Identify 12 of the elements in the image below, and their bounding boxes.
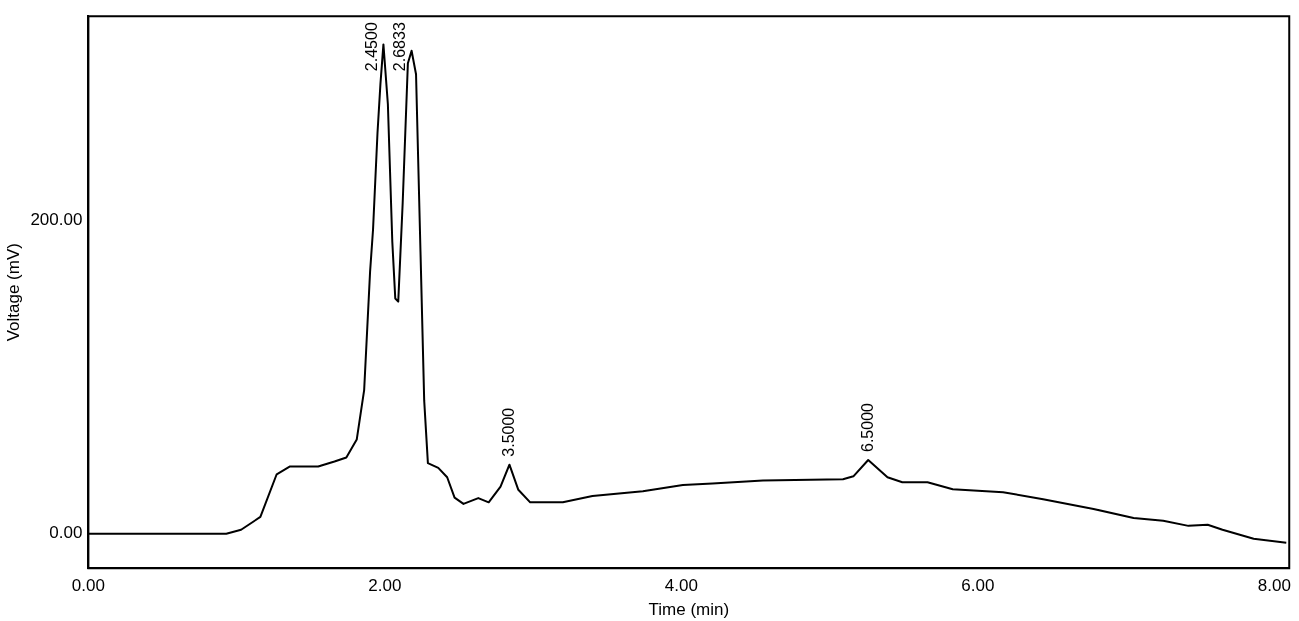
y-axis-title: Voltage (mV): [3, 243, 23, 342]
annotation: 3.5000: [499, 407, 517, 457]
x-tick-label: 2.00: [368, 576, 402, 596]
annotation: 6.5000: [858, 402, 876, 452]
x-tick-label: 6.00: [961, 576, 995, 596]
annotation: 2.4500: [362, 22, 380, 72]
y-tick-label: 200.00: [30, 209, 83, 229]
x-tick-label: 4.00: [664, 576, 698, 596]
annotation: 2.6833: [390, 22, 408, 72]
x-tick-label: 0.00: [71, 576, 105, 596]
x-tick-label: 8.00: [1257, 576, 1291, 596]
x-axis-title: Time (min): [648, 600, 730, 620]
